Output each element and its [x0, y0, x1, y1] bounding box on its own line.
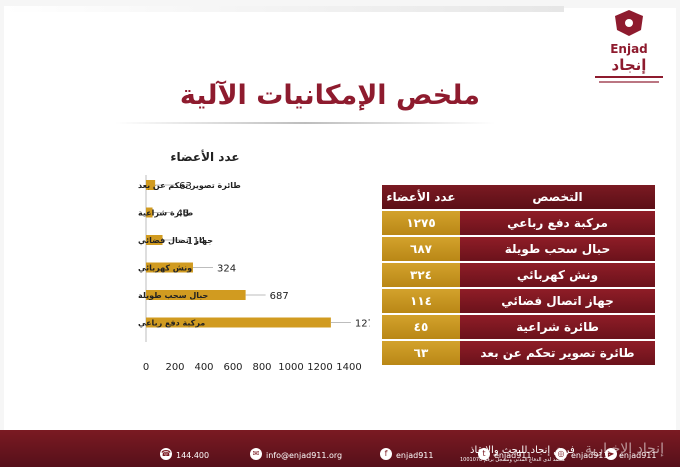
chart-bar	[146, 235, 163, 245]
capabilities-table: التخصص عدد الأعضاء مركبة دفع رباعي ١٢٧٥ ح…	[382, 183, 655, 367]
footer-twitter[interactable]: enjad911	[494, 451, 532, 460]
table-row: طائرة تصوير تحكم عن بعد ٦٣	[382, 341, 655, 365]
cell-specialty: ونش كهربائي	[460, 263, 655, 287]
table-row: جهاز اتصال فضائي ١١٤	[382, 289, 655, 313]
cell-specialty: مركبة دفع رباعي	[460, 211, 655, 235]
chart-tick-label: 1400	[336, 362, 361, 373]
cell-specialty: طائرة شراعية	[460, 315, 655, 339]
enjad-logo: Enjad إنجاد	[585, 8, 673, 94]
chart-bar	[146, 180, 156, 190]
cell-count: ٦٨٧	[382, 237, 460, 261]
table-row: طائرة شراعية ٤٥	[382, 315, 655, 339]
header-count: عدد الأعضاء	[382, 185, 460, 209]
chart-bar	[146, 317, 331, 328]
chart-bar	[146, 262, 193, 273]
footer-org-sub: معتمد لدى الدفاع المدني ومسجل برقم 10010…	[460, 457, 565, 463]
chart-bar	[146, 290, 246, 300]
chart-data-label: 687	[270, 291, 289, 302]
chart-tick-label: 1000	[278, 362, 303, 373]
logo-arabic: إنجاد	[612, 56, 647, 74]
table-header-row: التخصص عدد الأعضاء	[382, 185, 655, 209]
chart-category-label: مركبة دفع رباعي	[138, 319, 205, 328]
footer-phone: 144.400	[176, 451, 210, 460]
footer-facebook[interactable]: enjad911	[396, 451, 434, 460]
chart-data-label: 114	[187, 236, 206, 247]
slide-title: ملخص الإمكانيات الآلية	[179, 80, 480, 111]
cell-count: ٤٥	[382, 315, 460, 339]
title-divider	[115, 122, 495, 124]
chart-category-label: جهاز اتصال فضائي	[138, 236, 213, 245]
facebook-icon: f	[380, 448, 392, 460]
cell-count: ١٢٧٥	[382, 211, 460, 235]
footer-youtube[interactable]: enjad911	[619, 451, 657, 460]
chart-bar	[146, 207, 153, 218]
twitter-icon: t	[478, 448, 490, 460]
footer-org-name: فريق إنجاد للبحث والإنقاذ	[470, 445, 575, 456]
top-band	[4, 6, 564, 12]
cell-specialty: حبال سحب طويلة	[460, 237, 655, 261]
chart-data-label: 1275	[355, 319, 370, 330]
watermark: إنجاد الإخبارية	[585, 441, 664, 457]
chart-category-label: طائرة شراعية	[138, 209, 193, 218]
cell-specialty: طائرة تصوير تحكم عن بعد	[460, 341, 655, 365]
chart-data-label: 45	[177, 209, 190, 220]
phone-icon: ☎	[160, 448, 172, 460]
header-specialty: التخصص	[460, 185, 655, 209]
chart-category-label: حبال سحب طويلة	[138, 291, 209, 300]
email-icon: ✉	[250, 448, 262, 460]
chart-tick-label: 200	[165, 362, 184, 373]
chart-tick-label: 600	[223, 362, 242, 373]
cell-specialty: جهاز اتصال فضائي	[460, 289, 655, 313]
chart-category-label: طائرة تصوير تحكم عن بعد	[138, 181, 241, 190]
chart-tick-label: 0	[143, 362, 149, 373]
cell-count: ١١٤	[382, 289, 460, 313]
footer-instagram[interactable]: enjad911	[571, 451, 609, 460]
chart-data-label: 63	[179, 181, 192, 192]
logo-latin: Enjad	[610, 42, 648, 56]
chart-title: عدد الأعضاء	[170, 150, 240, 164]
chart-tick-label: 800	[252, 362, 271, 373]
chart-data-label: 324	[217, 264, 236, 275]
chart-tick-label: 1200	[307, 362, 332, 373]
table-row: ونش كهربائي ٣٢٤	[382, 263, 655, 287]
table-row: مركبة دفع رباعي ١٢٧٥	[382, 211, 655, 235]
instagram-icon: ◎	[555, 448, 567, 460]
cell-count: ٣٢٤	[382, 263, 460, 287]
chart-tick-label: 400	[194, 362, 213, 373]
table-row: حبال سحب طويلة ٦٨٧	[382, 237, 655, 261]
chart-category-label: ونش كهربائي	[138, 264, 192, 274]
footer-email[interactable]: info@enjad911.org	[266, 451, 343, 460]
youtube-icon: ▶	[605, 448, 617, 460]
footer-bar	[0, 430, 680, 467]
cell-count: ٦٣	[382, 341, 460, 365]
